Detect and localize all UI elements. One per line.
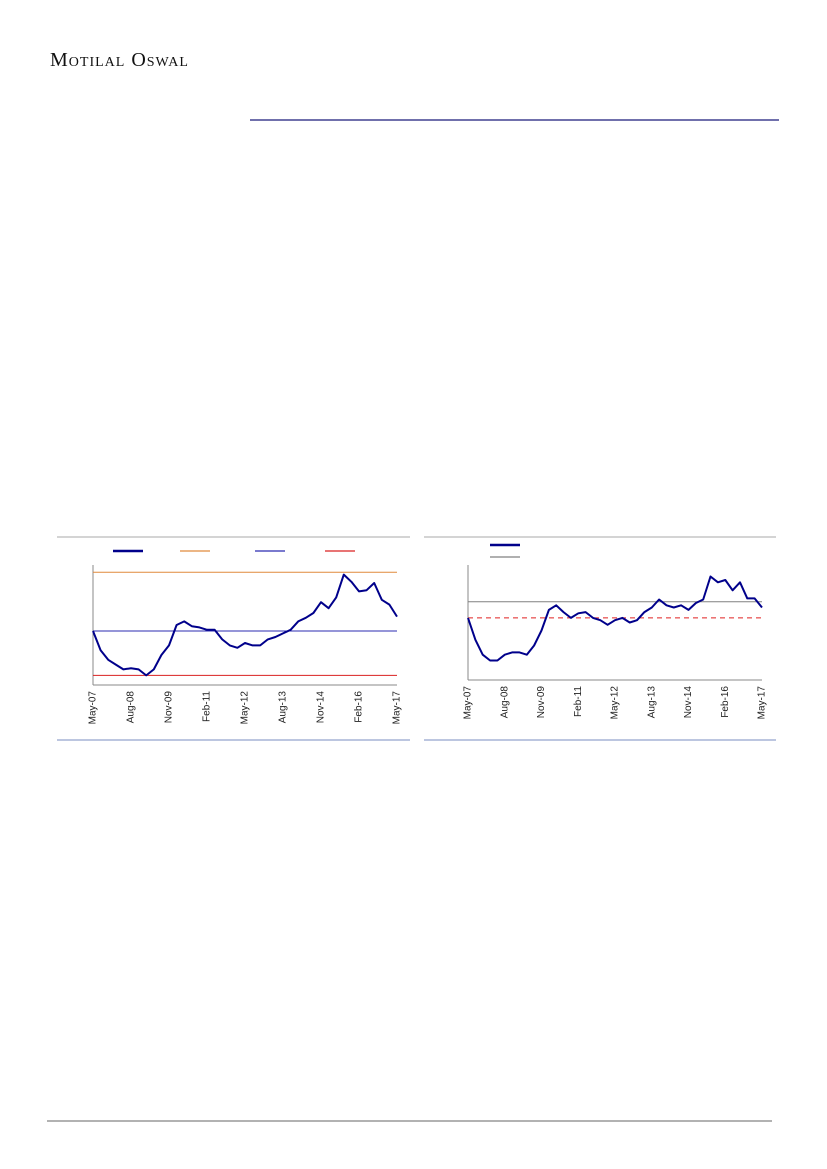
x-tick-label: Nov-14 <box>683 686 694 719</box>
x-tick-label: Aug-13 <box>646 686 657 719</box>
x-tick-label: Feb-16 <box>720 686 731 718</box>
x-tick-label: Nov-09 <box>536 686 547 719</box>
x-tick-label: Nov-09 <box>164 691 175 724</box>
x-tick-label: May-12 <box>240 691 251 725</box>
logo: Motilal Oswal <box>50 49 189 71</box>
x-tick-label: May-07 <box>463 686 474 720</box>
x-tick-label: Aug-08 <box>499 686 510 719</box>
x-tick-label: Nov-14 <box>316 691 327 724</box>
data-line <box>467 575 763 662</box>
x-tick-label: Feb-11 <box>573 686 584 717</box>
x-tick-label: Feb-16 <box>354 691 365 723</box>
x-tick-label: May-12 <box>610 686 621 720</box>
x-tick-label: May-17 <box>392 691 403 725</box>
x-tick-label: May-17 <box>757 686 768 720</box>
x-tick-label: May-07 <box>88 691 99 725</box>
x-tick-label: Aug-13 <box>278 691 289 724</box>
x-tick-label: Feb-11 <box>202 691 213 722</box>
x-tick-label: Aug-08 <box>126 691 137 724</box>
data-line <box>92 573 398 677</box>
